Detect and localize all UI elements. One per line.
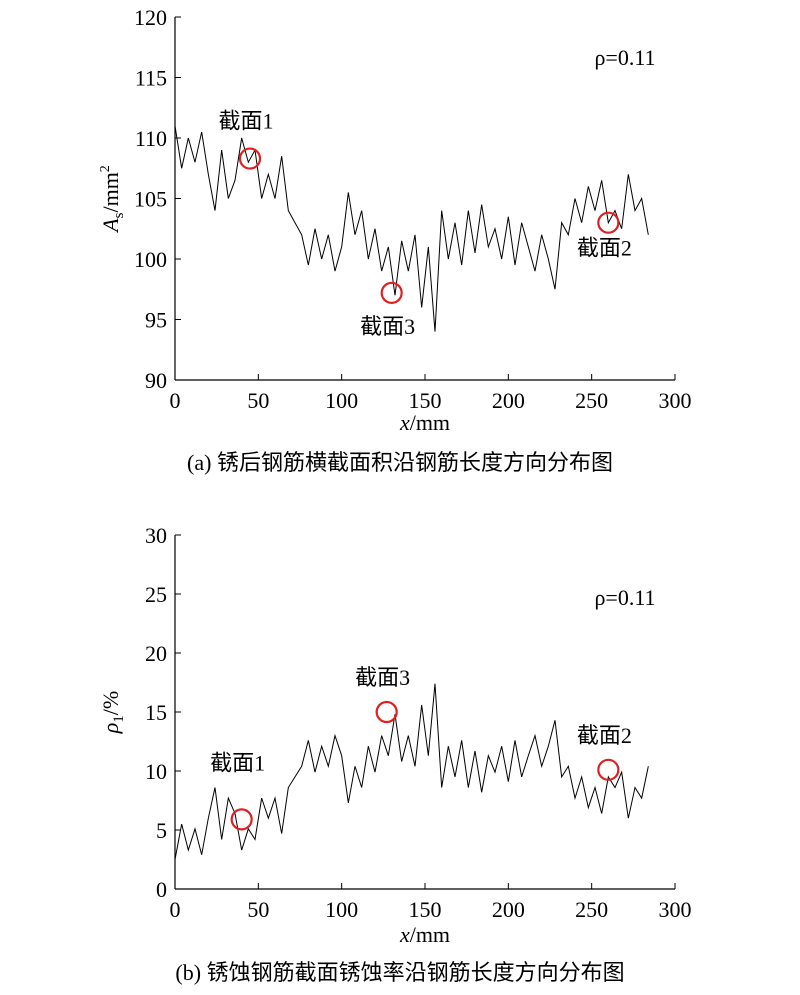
x-label-var: x [399, 410, 410, 435]
x-tick-label: 150 [409, 388, 442, 413]
annotation: ρ=0.11 [594, 585, 655, 610]
y-label-sub: s [111, 212, 127, 218]
y-label-sub: 1 [111, 715, 127, 723]
x-tick-label: 300 [659, 897, 692, 922]
x-tick-label: 100 [325, 388, 358, 413]
y-label-var: ρ [98, 723, 123, 735]
data-line [174, 125, 649, 332]
y-tick-label: 95 [145, 308, 167, 333]
x-axis-label: x/mm [399, 922, 450, 947]
y-label-sup: 2 [98, 165, 113, 172]
section-label: 截面1 [218, 109, 273, 134]
y-tick-label: 20 [145, 641, 167, 666]
y-tick-label: 0 [156, 877, 167, 902]
section-label: 截面2 [577, 236, 632, 261]
y-tick-label: 90 [145, 368, 167, 393]
y-tick-label: 100 [134, 247, 167, 272]
section-marker [238, 147, 262, 170]
y-label-var: A [98, 218, 123, 234]
y-tick-label: 15 [145, 700, 167, 725]
y-axis-label: ρ1/% [98, 691, 127, 735]
section-marker [380, 281, 403, 304]
x-label-var: x [399, 922, 410, 947]
y-tick-label: 115 [135, 66, 167, 91]
section-marker [375, 700, 398, 724]
annotation: ρ=0.11 [594, 45, 655, 70]
x-tick-label: 0 [170, 388, 181, 413]
y-axis-label: As/mm2 [98, 165, 127, 234]
y-label-unit: /mm [98, 172, 123, 212]
y-tick-label: 25 [145, 582, 167, 607]
section-label: 截面1 [210, 750, 265, 775]
x-tick-label: 200 [492, 388, 525, 413]
x-tick-label: 250 [575, 388, 608, 413]
section-marker [597, 758, 620, 781]
x-tick-label: 200 [492, 897, 525, 922]
section-label: 截面3 [360, 314, 415, 339]
x-tick-label: 50 [247, 388, 269, 413]
x-tick-label: 300 [659, 388, 692, 413]
x-tick-label: 50 [247, 897, 269, 922]
y-tick-label: 5 [156, 818, 167, 843]
x-tick-label: 100 [325, 897, 358, 922]
section-label: 截面3 [355, 665, 410, 690]
x-label-unit: /mm [410, 410, 450, 435]
y-tick-label: 110 [135, 126, 167, 151]
x-tick-label: 0 [170, 897, 181, 922]
section-label: 截面2 [577, 723, 632, 748]
y-tick-label: 10 [145, 759, 167, 784]
x-label-unit: /mm [410, 922, 450, 947]
data-line [174, 683, 649, 860]
y-tick-label: 30 [145, 523, 167, 548]
section-marker [597, 211, 620, 234]
x-tick-label: 150 [409, 897, 442, 922]
x-tick-label: 250 [575, 897, 608, 922]
caption: (a) 锈后钢筋横截面积沿钢筋长度方向分布图 [187, 450, 613, 475]
y-label-unit: /% [98, 691, 123, 715]
y-tick-label: 105 [134, 187, 167, 212]
caption: (b) 锈蚀钢筋截面锈蚀率沿钢筋长度方向分布图 [175, 960, 624, 985]
x-axis-label: x/mm [399, 410, 450, 435]
section-marker [230, 808, 253, 831]
y-tick-label: 120 [134, 5, 167, 30]
